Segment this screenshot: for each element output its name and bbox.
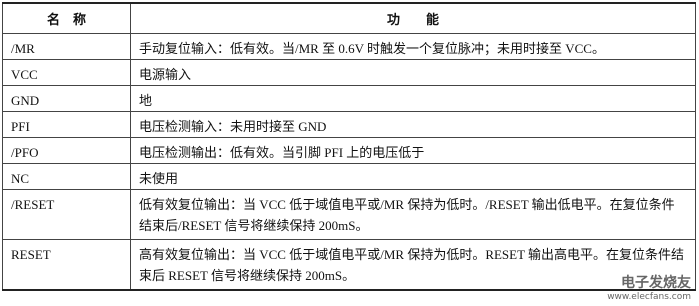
watermark-name: 电子发烧友: [621, 275, 691, 291]
pin-function: 低有效复位输出：当 VCC 低于域值电平或/MR 保持为低时。/RESET 输出…: [130, 189, 696, 240]
pin-name: PFI: [2, 111, 131, 138]
table-row: /PFO 电压检测输出：低有效。当引脚 PFI 上的电压低于: [2, 137, 696, 164]
table-row: PFI 电压检测输入：未用时接至 GND: [2, 111, 696, 138]
table-row: VCC 电源输入: [2, 59, 696, 86]
table-row: RESET 高有效复位输出：当 VCC 低于域值电平或/MR 保持为低时。RESE…: [2, 239, 696, 291]
table-row: NC 未使用: [2, 163, 696, 190]
pin-name: /RESET: [2, 189, 131, 240]
pin-name: VCC: [2, 59, 131, 86]
pin-function: 电压检测输出：低有效。当引脚 PFI 上的电压低于: [130, 137, 696, 164]
pin-name: /MR: [2, 33, 131, 60]
pin-function: 未使用: [130, 163, 696, 190]
pin-function: 高有效复位输出：当 VCC 低于域值电平或/MR 保持为低时。RESET 输出高…: [130, 239, 696, 291]
pin-function: 电源输入: [130, 59, 696, 86]
pin-function: 手动复位输入：低有效。当/MR 至 0.6V 时触发一个复位脉冲；未用时接至 V…: [130, 33, 696, 60]
pin-name: RESET: [2, 239, 131, 291]
table-row: /MR 手动复位输入：低有效。当/MR 至 0.6V 时触发一个复位脉冲；未用时接…: [2, 33, 696, 60]
pin-name: GND: [2, 85, 131, 112]
watermark-url: www.elecfans.com: [607, 292, 691, 302]
pin-table: 名 称 功 能 /MR 手动复位输入：低有效。当/MR 至 0.6V 时触发一个复…: [2, 2, 696, 291]
pin-function: 电压检测输入：未用时接至 GND: [130, 111, 696, 138]
header-cell: 功 能: [130, 2, 696, 34]
table-row: GND 地: [2, 85, 696, 112]
header-cell: 名 称: [2, 2, 131, 34]
watermark: 电子发烧友 www.elecfans.com: [607, 272, 691, 302]
pin-name: NC: [2, 163, 131, 190]
pin-name: /PFO: [2, 137, 131, 164]
table-row: /RESET 低有效复位输出：当 VCC 低于域值电平或/MR 保持为低时。/RE…: [2, 189, 696, 240]
pin-function: 地: [130, 85, 696, 112]
header-row: 名 称 功 能: [2, 2, 696, 34]
